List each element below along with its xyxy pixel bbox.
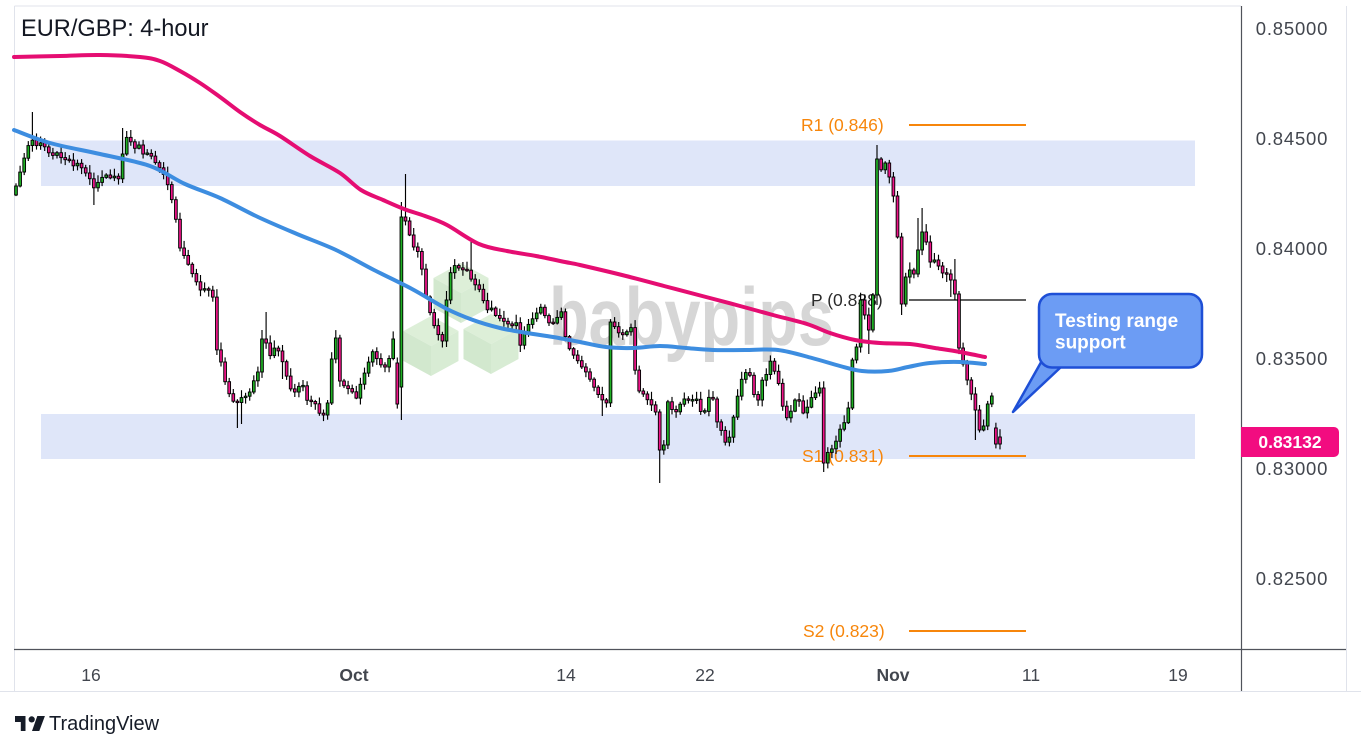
svg-text:0.85000: 0.85000: [1256, 18, 1328, 39]
svg-text:S2 (0.823): S2 (0.823): [803, 621, 885, 641]
svg-text:Oct: Oct: [339, 665, 368, 685]
svg-text:19: 19: [1168, 665, 1187, 685]
svg-text:EUR/GBP: 4-hour: EUR/GBP: 4-hour: [21, 16, 209, 42]
svg-text:0.83132: 0.83132: [1258, 432, 1322, 452]
svg-text:S1 (0.831): S1 (0.831): [802, 446, 884, 466]
svg-text:Testing range: Testing range: [1055, 311, 1178, 332]
svg-text:TradingView: TradingView: [49, 713, 160, 735]
svg-text:0.84500: 0.84500: [1256, 128, 1328, 149]
svg-text:Nov: Nov: [876, 665, 909, 685]
svg-text:22: 22: [695, 665, 714, 685]
svg-text:0.83000: 0.83000: [1256, 458, 1328, 479]
svg-text:0.82500: 0.82500: [1256, 568, 1328, 589]
svg-text:14: 14: [556, 665, 576, 685]
svg-text:support: support: [1055, 333, 1126, 354]
svg-text:R1 (0.846): R1 (0.846): [801, 115, 884, 135]
svg-text:0.84000: 0.84000: [1256, 238, 1328, 259]
svg-text:11: 11: [1022, 665, 1040, 685]
svg-text:16: 16: [81, 665, 100, 685]
svg-text:0.83500: 0.83500: [1256, 348, 1328, 369]
